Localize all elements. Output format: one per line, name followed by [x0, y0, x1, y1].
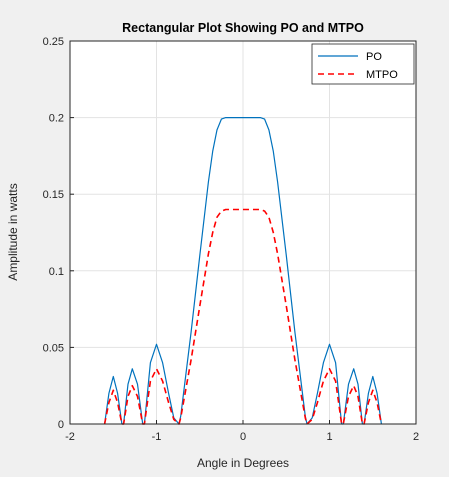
x-axis-label: Angle in Degrees — [197, 456, 289, 470]
legend: PO MTPO — [311, 43, 415, 85]
series-lines — [103, 116, 383, 425]
y-tick-label: 0.1 — [49, 266, 64, 278]
x-tick-label: -2 — [65, 431, 75, 443]
chart-title: Rectangular Plot Showing PO and MTPO — [122, 21, 364, 35]
legend-box — [311, 43, 415, 85]
y-tick-label: 0.2 — [49, 113, 64, 125]
series-line-mtpo — [103, 208, 383, 425]
y-tick-label: 0 — [58, 419, 64, 431]
x-tick-label: -1 — [152, 431, 162, 443]
x-tick-label: 2 — [413, 431, 419, 443]
y-tick-label: 0.15 — [43, 189, 64, 201]
x-tick-label: 0 — [240, 431, 246, 443]
legend-label-mtpo: MTPO — [366, 69, 398, 81]
y-axis-label: Amplitude in watts — [6, 183, 20, 280]
y-tick-label: 0.25 — [43, 36, 64, 48]
y-tick-label: 0.05 — [43, 342, 64, 354]
axis-ticks: -2 -1 0 1 2 0 0.05 0.1 0.15 0.2 0.25 — [43, 36, 419, 443]
legend-label-po: PO — [366, 51, 382, 63]
x-tick-label: 1 — [326, 431, 332, 443]
